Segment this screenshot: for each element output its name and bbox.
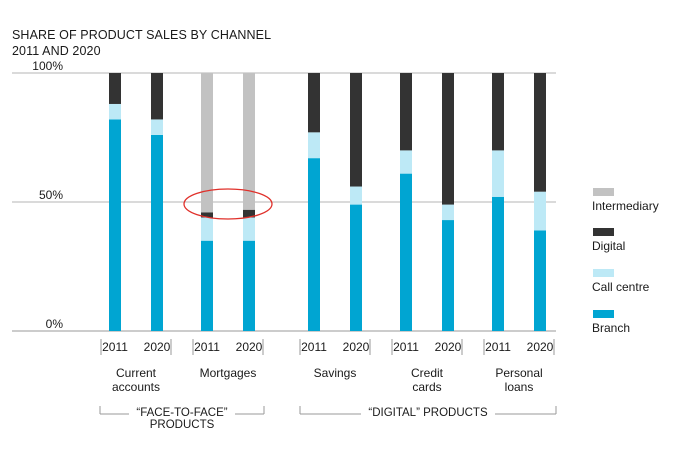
legend-label-intermediary: Intermediary bbox=[592, 199, 659, 213]
product-label-0-line-1: accounts bbox=[112, 380, 160, 394]
group-label-1-line-0: “DIGITAL” PRODUCTS bbox=[368, 407, 488, 419]
bar-segment-call-centre-3 bbox=[243, 217, 255, 241]
product-label-2-line-0: Savings bbox=[314, 366, 357, 380]
legend-swatch-intermediary bbox=[593, 188, 614, 196]
bar-segment-branch-4 bbox=[308, 158, 320, 331]
legend-swatch-call-centre bbox=[593, 269, 614, 277]
bar-segment-digital-3 bbox=[243, 209, 255, 218]
bar-segment-digital-0 bbox=[109, 73, 121, 104]
x-tick-label-6: 2011 bbox=[393, 340, 419, 354]
bar-segment-call-centre-1 bbox=[151, 119, 163, 135]
bar-segment-branch-0 bbox=[109, 119, 121, 331]
x-tick-label-0: 2011 bbox=[102, 340, 128, 354]
bar-segment-digital-4 bbox=[308, 73, 320, 133]
bar-segment-call-centre-6 bbox=[400, 150, 412, 174]
chart-title-line-2: 2011 AND 2020 bbox=[12, 44, 101, 58]
chart-title: SHARE OF PRODUCT SALES BY CHANNEL 2011 A… bbox=[12, 27, 271, 59]
bar-segment-digital-5 bbox=[350, 73, 362, 187]
group-label-0-line-0: “FACE-TO-FACE” bbox=[136, 407, 227, 419]
bar-segment-branch-9 bbox=[534, 230, 546, 331]
product-label-3-line-1: cards bbox=[412, 380, 441, 394]
bar-segment-call-centre-4 bbox=[308, 132, 320, 159]
legend-label-branch: Branch bbox=[592, 321, 630, 335]
bar-segment-branch-1 bbox=[151, 134, 163, 331]
bar-segment-branch-3 bbox=[243, 240, 255, 331]
bar-segment-digital-6 bbox=[400, 73, 412, 151]
bar-segment-branch-6 bbox=[400, 173, 412, 331]
bar-segment-digital-7 bbox=[442, 73, 454, 205]
product-label-0-line-0: Current bbox=[116, 366, 157, 380]
bar-segment-digital-1 bbox=[151, 73, 163, 120]
x-tick-label-3: 2020 bbox=[236, 340, 263, 354]
group-label-0-line-1: PRODUCTS bbox=[150, 419, 215, 431]
legend-swatch-digital bbox=[593, 228, 614, 236]
bar-segment-digital-8 bbox=[492, 73, 504, 151]
bar-segment-call-centre-0 bbox=[109, 103, 121, 120]
product-label-1-line-0: Mortgages bbox=[200, 366, 257, 380]
y-tick-label-100: 100% bbox=[32, 59, 63, 73]
bar-segment-branch-2 bbox=[201, 240, 213, 331]
x-tick-label-4: 2011 bbox=[301, 340, 327, 354]
bar-segment-digital-9 bbox=[534, 73, 546, 192]
bar-segment-intermediary-2 bbox=[201, 73, 213, 213]
bar-segment-call-centre-2 bbox=[201, 217, 213, 241]
bar-segment-digital-2 bbox=[201, 212, 213, 218]
x-tick-label-8: 2011 bbox=[485, 340, 511, 354]
bar-segment-branch-7 bbox=[442, 220, 454, 331]
annotation-ellipse bbox=[183, 188, 273, 220]
bar-segment-branch-5 bbox=[350, 204, 362, 331]
product-label-4-line-1: loans bbox=[505, 380, 534, 394]
y-tick-label-0: 0% bbox=[46, 317, 64, 331]
bar-segment-call-centre-5 bbox=[350, 186, 362, 205]
bar-segment-intermediary-3 bbox=[243, 73, 255, 210]
x-tick-label-9: 2020 bbox=[527, 340, 554, 354]
x-tick-label-2: 2011 bbox=[194, 340, 220, 354]
bar-segment-call-centre-8 bbox=[492, 150, 504, 197]
product-label-3-line-0: Credit bbox=[411, 366, 444, 380]
legend-label-call-centre: Call centre bbox=[592, 280, 650, 294]
bar-segment-call-centre-9 bbox=[534, 191, 546, 231]
x-tick-label-1: 2020 bbox=[144, 340, 171, 354]
bar-segment-branch-8 bbox=[492, 196, 504, 331]
bar-segment-call-centre-7 bbox=[442, 204, 454, 221]
x-tick-label-7: 2020 bbox=[435, 340, 462, 354]
x-tick-label-5: 2020 bbox=[343, 340, 370, 354]
chart-title-line-1: SHARE OF PRODUCT SALES BY CHANNEL bbox=[12, 28, 272, 42]
legend-label-digital: Digital bbox=[592, 239, 625, 253]
legend-swatch-branch bbox=[593, 310, 614, 318]
product-label-4-line-0: Personal bbox=[495, 366, 542, 380]
y-tick-label-50: 50% bbox=[39, 188, 63, 202]
